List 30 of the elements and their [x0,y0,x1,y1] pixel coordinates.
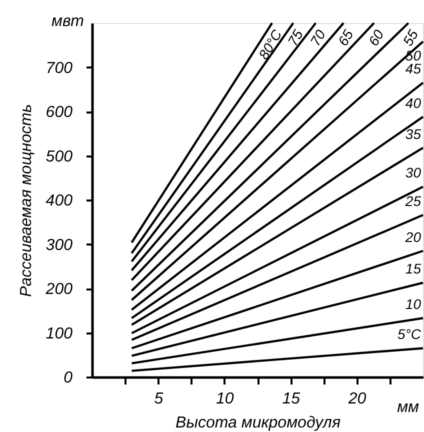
text: мвт [52,13,84,30]
series-label: 10 [405,296,422,312]
text: 70 [306,26,329,48]
x-tick-label: 10 [216,390,234,408]
x-tick-label: 15 [282,390,300,408]
x-tick-label: 20 [347,390,366,408]
series-label: 5°C [398,326,422,342]
text: мм [397,399,420,416]
y-tick-label: 500 [46,148,73,166]
y-tick-label: 400 [46,192,73,210]
text: 75 [284,26,306,48]
series-label: 40 [405,94,422,111]
series-label: 45 [405,60,422,77]
series-label: 25 [404,193,422,210]
text: 65 [334,26,356,48]
series-label: 15 [405,260,422,277]
x-axis-title: Высота микромодуля [176,414,341,432]
series-label: 30 [405,164,422,181]
y-tick-label: 0 [64,370,73,386]
y-tick-label: 300 [46,236,73,254]
x-tick-label: 5 [154,390,164,408]
y-axis-title: Рассеиваемая мощность [18,104,35,297]
y-tick-label: 600 [46,104,73,121]
series-label: 20 [404,228,422,245]
y-tick-label: 100 [46,325,73,342]
series-label: 35 [405,126,422,142]
text: 60 [365,26,387,48]
y-tick-label: 700 [46,60,73,77]
y-tick-label: 200 [44,281,73,298]
text: 55 [400,26,422,48]
